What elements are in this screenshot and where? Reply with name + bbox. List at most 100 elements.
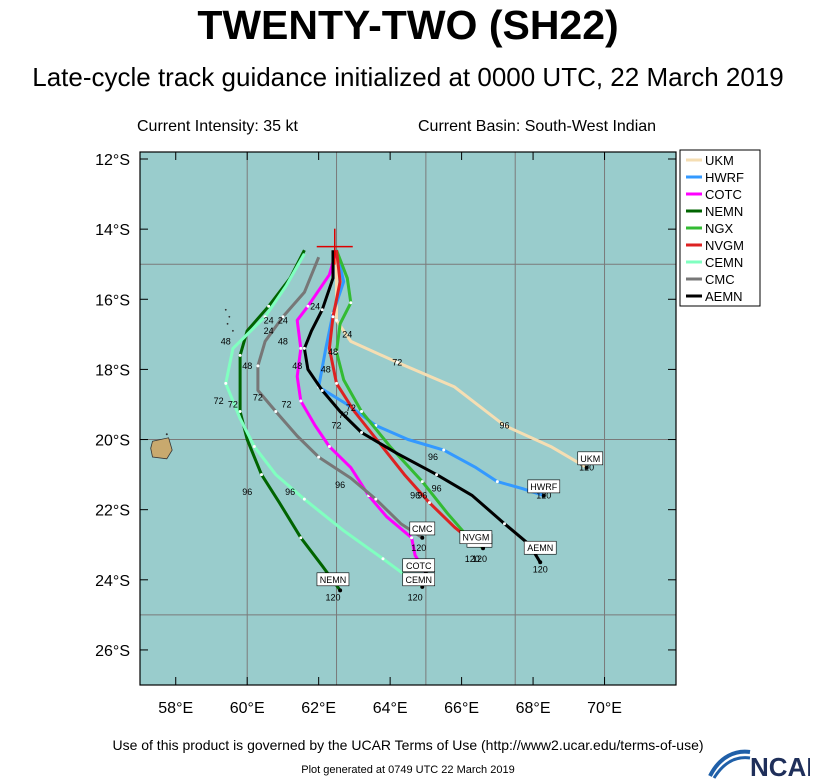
track-point [495,480,499,484]
hour-label: 48 [278,336,288,346]
track-point [256,364,260,368]
track-end-box-label: AEMN [527,543,553,553]
hour-label: 96 [410,491,420,501]
track-end-box-label: NVGM [462,533,489,543]
hour-label: 120 [533,564,548,574]
track-point [335,350,339,354]
track-point [335,318,339,322]
legend-label: NEMN [705,204,743,219]
track-point [317,455,321,459]
hour-label: 72 [214,396,224,406]
track-end-box [402,558,436,573]
hour-label: 120 [325,592,340,602]
page-subtitle: Late-cycle track guidance initialized at… [32,62,784,92]
track-point [360,409,364,413]
islet [224,308,227,311]
hour-label: 96 [499,421,509,431]
x-tick-label: 64°E [373,700,408,717]
track-point [335,381,339,385]
islet [228,315,231,318]
track-nvgm [327,250,477,546]
hour-label: 24 [310,301,320,311]
current-intensity: Current Intensity: 35 kt [137,118,298,135]
track-point [395,360,399,364]
islet [226,322,229,325]
track-point [281,315,285,319]
track-point [320,388,324,392]
hour-label: 48 [321,364,331,374]
legend-label: COTC [705,187,742,202]
track-point [306,304,310,308]
hour-label: 120 [472,554,487,564]
hour-label: 96 [285,487,295,497]
hour-label: 24 [342,329,352,339]
current-basin: Current Basin: South-West Indian [418,118,657,135]
track-end-box-label: COTC [406,561,432,571]
hour-label: 72 [228,399,238,409]
track-point [299,536,303,540]
track-point [331,315,335,319]
track-point [224,381,228,385]
hour-label: 120 [536,491,551,501]
hour-label: 48 [328,347,338,357]
hour-label: 72 [332,421,342,431]
terms-of-use: Use of this product is governed by the U… [112,737,704,753]
track-end-box [523,540,557,555]
hour-label: 120 [579,463,594,473]
track-point [427,501,431,505]
legend-label: CEMN [705,255,743,270]
track-point [360,431,364,435]
hour-label: 96 [432,484,442,494]
map-frame [139,151,677,686]
x-tick-label: 66°E [444,700,479,717]
hour-label: 72 [253,392,263,402]
x-tick-label: 62°E [301,700,336,717]
track-point [299,346,303,350]
y-tick-label: 14°S [95,222,130,239]
hour-label: 72 [281,399,291,409]
x-tick-label: 58°E [158,700,193,717]
hour-label: 72 [339,410,349,420]
track-end-box-label: CMC [412,524,433,534]
hour-label: 48 [292,361,302,371]
y-tick-label: 18°S [95,362,130,379]
legend-label: AEMN [705,289,743,304]
track-end-box [459,530,493,545]
hour-label: 72 [392,357,402,367]
x-tick-label: 60°E [230,700,265,717]
track-point [320,308,324,312]
legend-label: UKM [705,153,734,168]
hour-label: 48 [221,336,231,346]
track-cotc [295,249,428,574]
track-point [410,536,414,540]
track-end-box-label: NEMN [320,575,347,585]
page-title: TWENTY-TWO (SH22) [197,2,619,48]
legend-label: NVGM [705,238,744,253]
track-point [302,497,306,501]
track-end-box [402,572,436,587]
x-tick-label: 68°E [516,700,551,717]
track-point [374,497,378,501]
hour-label: 96 [417,491,427,501]
track-end-box-label: CEMN [405,575,432,585]
track-end-point [420,535,425,540]
y-tick-label: 20°S [95,433,130,450]
y-tick-label: 12°S [95,152,130,169]
ncar-logo: NCAR [706,746,810,780]
hour-label: 48 [242,361,252,371]
track-end-box-label: UKM [580,454,600,464]
track-point [302,346,306,350]
legend-label: CMC [705,272,735,287]
y-tick-label: 16°S [95,292,130,309]
y-tick-label: 24°S [95,573,130,590]
mauritius-island [150,437,173,460]
hour-label: 24 [264,326,274,336]
track-point [502,522,506,526]
ocean-background [140,152,676,685]
track-ngx [335,249,484,550]
track-end-box-label: HWRF [530,482,557,492]
track-point [435,473,439,477]
track-end-box [527,479,561,494]
y-tick-label: 26°S [95,643,130,660]
